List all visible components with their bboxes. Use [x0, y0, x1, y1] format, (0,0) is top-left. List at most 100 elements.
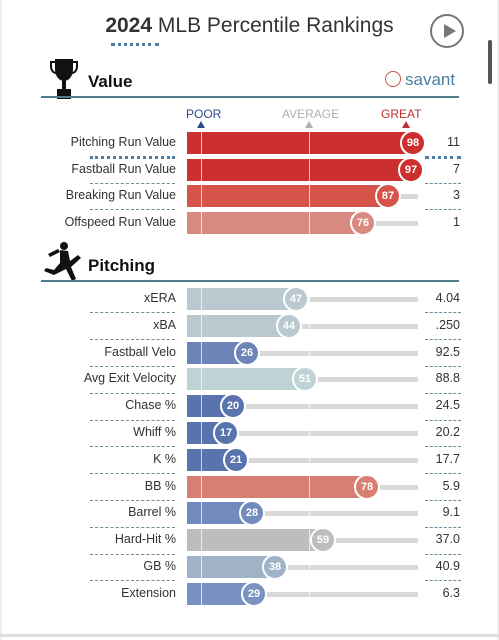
- percentile-bubble[interactable]: 51: [292, 366, 318, 393]
- metric-value: 1: [453, 214, 460, 229]
- percentile-bar: [187, 475, 367, 498]
- metric-value: 37.0: [435, 532, 460, 547]
- row-separator-right: [425, 446, 461, 448]
- poor-guide: [201, 341, 202, 364]
- percentile-bubble[interactable]: 28: [239, 500, 265, 527]
- percentile-bar: [187, 288, 296, 310]
- percentile-track: [187, 323, 418, 329]
- average-guide: [309, 132, 310, 154]
- percentile-track: [187, 431, 418, 436]
- metric-label: Extension: [121, 585, 176, 600]
- savant-logo[interactable]: savant: [385, 70, 455, 90]
- poor-guide: [201, 158, 202, 181]
- metric-value: 7: [453, 161, 460, 176]
- row-separator-right: [425, 473, 461, 475]
- percentile-bar: [187, 211, 363, 234]
- metric-label: Hard-Hit %: [114, 532, 176, 547]
- average-guide: [309, 529, 310, 552]
- metric-label: Barrel %: [128, 505, 176, 520]
- right-border: [497, 0, 499, 640]
- poor-guide: [201, 475, 202, 498]
- average-guide: [309, 314, 310, 337]
- percentile-bubble[interactable]: 78: [354, 473, 380, 500]
- metric-label: K %: [153, 451, 176, 466]
- metric-label: xBA: [153, 317, 176, 332]
- scrollbar[interactable]: [488, 40, 492, 84]
- metric-value: 11: [447, 135, 460, 149]
- percentile-bubble[interactable]: 76: [350, 209, 376, 236]
- row-separator-right: [425, 526, 461, 528]
- row-separator: [90, 209, 175, 211]
- average-guide: [309, 556, 310, 578]
- percentile-bubble[interactable]: 21: [223, 446, 249, 473]
- average-guide: [309, 185, 310, 207]
- row-separator-right: [425, 156, 461, 160]
- percentile-track: [187, 350, 418, 356]
- row-separator-right: [425, 553, 461, 555]
- poor-guide: [201, 132, 202, 154]
- row-separator-right: [425, 580, 461, 582]
- percentile-bubble[interactable]: 17: [213, 420, 239, 446]
- percentile-bubble[interactable]: 59: [310, 527, 336, 554]
- row-separator: [90, 553, 175, 555]
- percentile-bubble[interactable]: 20: [220, 393, 246, 420]
- savant-baseball-icon: [385, 71, 401, 87]
- poor-guide: [201, 556, 202, 578]
- average-guide: [309, 288, 310, 310]
- title-text: MLB Percentile Rankings: [157, 14, 394, 37]
- metric-value: 3: [453, 188, 460, 202]
- row-separator: [90, 500, 175, 501]
- metric-label: xERA: [144, 291, 176, 305]
- percentile-track: [187, 404, 418, 410]
- percentile-bubble[interactable]: 47: [283, 286, 309, 312]
- play-button[interactable]: [430, 14, 464, 48]
- percentile-bar: [187, 502, 252, 525]
- poor-guide: [201, 185, 202, 207]
- percentile-bubble[interactable]: 38: [262, 554, 288, 580]
- metric-label: GB %: [143, 559, 176, 573]
- average-guide: [309, 475, 310, 498]
- metric-value: 92.5: [435, 344, 460, 359]
- percentile-bar: [187, 314, 289, 337]
- pitching-section-title: Pitching: [88, 256, 156, 275]
- percentile-bar: [187, 341, 247, 364]
- row-separator-right: [425, 312, 461, 314]
- average-guide: [309, 211, 310, 234]
- bottom-divider: [0, 634, 499, 637]
- savant-label: savant: [405, 70, 456, 89]
- poor-guide: [201, 422, 202, 444]
- poor-guide: [201, 582, 202, 605]
- metric-label: Chase %: [125, 398, 176, 413]
- row-separator-right: [425, 209, 461, 211]
- scale-poor: POOR: [186, 107, 222, 121]
- metric-label: BB %: [144, 478, 176, 493]
- percentile-bubble[interactable]: 26: [234, 339, 260, 366]
- average-guide: [309, 582, 310, 605]
- metric-value: 20.2: [435, 425, 460, 439]
- title-year: 2024: [105, 14, 153, 37]
- row-separator-right: [425, 392, 461, 394]
- average-marker: [305, 121, 313, 128]
- percentile-bubble[interactable]: 44: [276, 312, 302, 339]
- metric-label: Avg Exit Velocity: [83, 371, 176, 386]
- metric-label: Fastball Velo: [104, 344, 176, 359]
- trophy-icon: [50, 57, 78, 106]
- row-separator: [90, 526, 175, 528]
- row-separator: [90, 446, 175, 448]
- average-guide: [309, 422, 310, 444]
- row-separator: [90, 392, 175, 394]
- percentile-bubble[interactable]: 29: [241, 580, 267, 607]
- percentile-bubble[interactable]: 98: [400, 130, 426, 156]
- percentile-bar: [187, 185, 388, 207]
- percentile-bar: [187, 529, 323, 552]
- average-guide: [309, 448, 310, 471]
- poor-guide: [201, 288, 202, 310]
- percentile-bar: [187, 556, 275, 578]
- percentile-track: [187, 457, 418, 463]
- pitcher-icon: [40, 241, 84, 288]
- row-separator: [90, 580, 175, 582]
- metric-value: 40.9: [435, 559, 460, 573]
- metric-value: 24.5: [435, 398, 460, 413]
- percentile-bubble[interactable]: 97: [398, 156, 424, 183]
- percentile-bubble[interactable]: 87: [375, 183, 401, 209]
